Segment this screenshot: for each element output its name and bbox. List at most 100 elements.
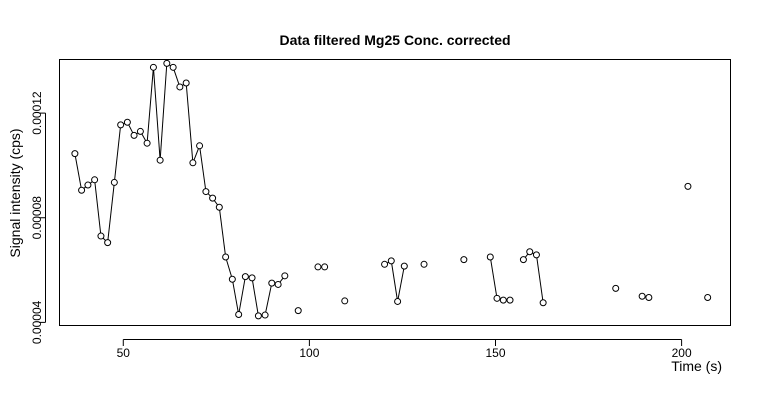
data-series <box>460 256 468 264</box>
data-point <box>281 272 289 280</box>
series-segment <box>141 133 147 141</box>
data-point <box>460 256 468 264</box>
data-point <box>163 59 171 67</box>
y-axis: 0.00004 0.00008 0.00012 <box>30 91 46 344</box>
x-tick-label: 150 <box>485 346 505 360</box>
chart-title: Data filtered Mg25 Conc. corrected <box>279 32 510 48</box>
series-segment <box>238 279 246 312</box>
data-point <box>506 296 514 304</box>
series-segment <box>536 257 544 300</box>
series-segment <box>146 70 154 141</box>
data-series <box>420 260 428 268</box>
data-point <box>176 83 184 91</box>
series-segment <box>397 268 405 299</box>
data-series <box>71 59 289 320</box>
series-segment <box>74 156 82 188</box>
x-axis-label: Time (s) <box>671 358 722 374</box>
data-series <box>519 248 547 307</box>
series-segment <box>219 210 226 255</box>
plot-frame <box>59 59 731 326</box>
data-point <box>539 299 547 307</box>
data-point <box>104 239 112 247</box>
data-point <box>91 176 99 184</box>
series-segment <box>265 285 272 313</box>
data-point <box>215 203 223 211</box>
data-point <box>612 284 620 292</box>
data-point <box>222 253 230 261</box>
data-point <box>149 63 157 71</box>
data-series <box>612 284 620 292</box>
data-point <box>241 273 249 281</box>
data-point <box>117 121 125 129</box>
data-point <box>97 232 105 240</box>
data-point <box>130 131 138 139</box>
data-point <box>254 312 262 320</box>
data-point <box>209 194 217 202</box>
data-point <box>84 181 92 189</box>
y-tick-label: 0.00004 <box>30 300 44 344</box>
series-segment <box>173 70 180 85</box>
data-point <box>294 307 302 315</box>
data-point <box>71 150 79 158</box>
series-segment <box>193 148 199 161</box>
data-point <box>394 297 402 305</box>
data-point <box>381 260 389 268</box>
data-point <box>156 156 164 164</box>
data-point <box>420 260 428 268</box>
series-segment <box>226 259 232 277</box>
data-point <box>321 263 329 271</box>
data-point <box>499 296 507 304</box>
data-point <box>486 253 494 261</box>
series-segment <box>102 237 106 241</box>
data-point <box>261 311 269 319</box>
series-segment <box>279 277 284 283</box>
series-segment <box>207 193 211 197</box>
data-series <box>381 257 408 305</box>
series-segment <box>232 282 239 312</box>
data-series <box>486 253 514 304</box>
data-point <box>704 294 712 302</box>
series-segment <box>391 263 398 299</box>
data-point <box>519 256 527 264</box>
data-point <box>532 251 540 259</box>
series-segment <box>199 148 206 189</box>
data-point <box>169 63 177 71</box>
series-segment <box>128 124 134 133</box>
data-series <box>684 182 692 190</box>
data-point <box>182 79 190 87</box>
data-point <box>684 182 692 190</box>
data-series <box>638 292 653 302</box>
data-point <box>235 311 243 319</box>
data-point <box>228 275 236 283</box>
data-point <box>387 257 395 265</box>
data-point <box>268 279 276 287</box>
x-tick-label: 50 <box>117 346 131 360</box>
data-series <box>314 263 329 271</box>
data-point <box>274 280 282 288</box>
data-point <box>341 297 349 305</box>
data-point <box>189 159 197 167</box>
series-segment <box>490 259 498 296</box>
x-tick-label: 200 <box>672 346 692 360</box>
data-point <box>78 186 86 194</box>
data-point <box>493 294 501 302</box>
data-series <box>341 297 349 305</box>
data-point <box>123 118 131 126</box>
data-point <box>136 127 144 135</box>
data-point <box>143 139 151 147</box>
series-segment <box>114 127 121 180</box>
data-point <box>110 178 118 186</box>
y-tick-label: 0.00012 <box>30 91 44 135</box>
y-tick-label: 0.00008 <box>30 196 44 240</box>
y-axis-label: Signal intensity (cps) <box>7 128 23 257</box>
series-segment <box>524 253 529 258</box>
x-axis: 50 100 150 200 <box>117 339 692 360</box>
data-point <box>526 248 534 256</box>
series-segment <box>94 182 102 234</box>
series-layer <box>71 59 712 320</box>
data-series <box>294 307 302 315</box>
data-point <box>202 188 210 196</box>
data-point <box>400 262 408 270</box>
x-tick-label: 100 <box>299 346 319 360</box>
